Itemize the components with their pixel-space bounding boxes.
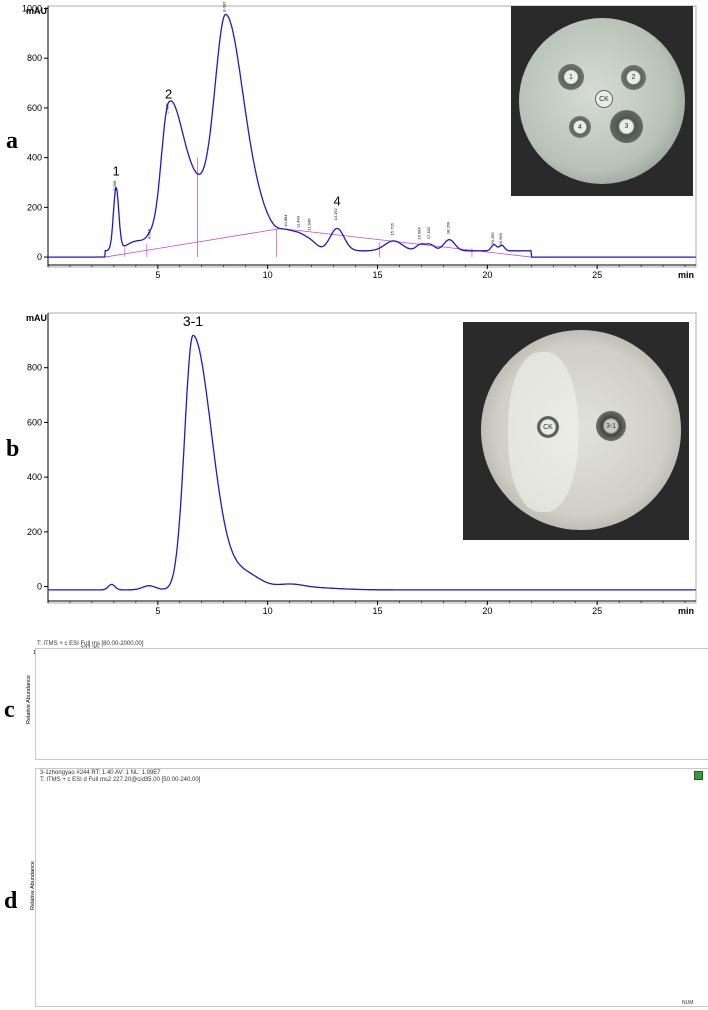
retention-time-label: 18.269 — [445, 221, 450, 234]
y-tick-label: 800 — [27, 363, 42, 373]
x-tick-label: 15 — [372, 606, 382, 616]
ms-frame-c — [35, 648, 708, 760]
petri-dish-photo-b: CK 3-1 — [463, 322, 689, 540]
x-tick-label: 5 — [155, 270, 160, 280]
inhibition-zone-1: 1 — [558, 64, 584, 90]
well-label: 2 — [631, 74, 636, 81]
well-label: 3-1 — [605, 422, 617, 430]
x-tick-label: 20 — [482, 606, 492, 616]
well-label: CK — [599, 95, 609, 103]
inhibition-zone-4: 4 — [569, 116, 591, 138]
chromatogram-trace — [48, 13, 696, 258]
retention-time-label: 11.946 — [306, 218, 311, 231]
x-tick-label: 10 — [263, 270, 273, 280]
petri-dish-photo-a: 1 2 CK 4 3 — [511, 6, 693, 196]
y-tick-label: 600 — [27, 103, 42, 113]
well-label: 4 — [578, 123, 582, 131]
ms-header-d2: T: ITMS + c ESI d Full ms2 227.20@cid35.… — [40, 777, 201, 783]
y-tick-label: 400 — [27, 153, 42, 163]
y-tick-label: 0 — [37, 252, 42, 262]
retention-time-label: 20.659 — [498, 232, 503, 245]
x-tick-label: 25 — [592, 606, 602, 616]
y-tick-label: 600 — [27, 417, 42, 427]
well-label: CK — [543, 423, 553, 431]
peak-label-3-1: 3-1 — [183, 313, 203, 329]
panel-label-a: a — [6, 128, 18, 154]
retention-time-label: 10.884 — [283, 214, 288, 227]
x-tick-label: 5 — [155, 606, 160, 616]
retention-time-label: 3.098 — [112, 180, 117, 191]
inhibition-zone-2: 2 — [621, 65, 646, 90]
retention-time-label: 15.726 — [390, 222, 395, 235]
peak-number-label: 4 — [333, 194, 340, 209]
y-tick-label: 200 — [27, 202, 42, 212]
x-tick-label: 20 — [482, 270, 492, 280]
retention-time-label: 11.443 — [295, 215, 300, 228]
panel-label-d: d — [4, 888, 18, 914]
chromatogram-trace — [48, 334, 696, 591]
chromatogram-a: 5 10 15 20 2502004006008001000mAUmin3.09814.… — [22, 1, 697, 280]
y-axis-label: Relative Abundance — [26, 675, 32, 724]
status-num: NUM — [682, 1000, 694, 1006]
peak-number-label: 2 — [165, 87, 172, 102]
x-tick-label: 10 — [263, 606, 273, 616]
y-tick-label: 1000 — [22, 3, 42, 13]
status-icon[interactable] — [694, 771, 703, 780]
y-axis-label: mAU — [26, 313, 47, 323]
inhibition-zone-ck: CK — [595, 90, 613, 108]
integration-baseline — [105, 228, 532, 258]
well-label: 1 — [569, 73, 573, 81]
x-tick-label: 15 — [372, 270, 382, 280]
y-tick-label: 800 — [27, 53, 42, 63]
retention-time-label: 20.296 — [490, 232, 495, 245]
well-label: 3 — [624, 123, 629, 130]
x-axis-label: min — [678, 270, 694, 280]
y-axis-label: mAU — [26, 6, 47, 16]
peak-number-label: 1 — [112, 164, 119, 179]
y-tick-label: 200 — [27, 527, 42, 537]
ms-header-c: T: ITMS + c ESI Full ms [80.00-2000.00] — [37, 641, 144, 647]
retention-time-label: 17.402 — [426, 226, 431, 239]
chromatogram-b: 5 10 15 20 25 0 200 400 600 800 mAU min 3-1 — [26, 312, 697, 616]
ms-frame-d — [35, 768, 708, 1007]
inhibition-zone-3: 3 — [610, 110, 643, 143]
ms-header-d1: 3-1zhongyao #244 RT: 1.40 AV: 1 NL: 1.99… — [40, 770, 161, 776]
x-axis-label: min — [678, 606, 694, 616]
panel-label-b: b — [6, 436, 20, 462]
panel-label-c: c — [4, 697, 15, 723]
retention-time-label: 16.964 — [417, 227, 422, 240]
y-tick-label: 0 — [37, 582, 42, 592]
retention-time-label: 8.092 — [222, 1, 227, 12]
inhibition-zone-ck: CK — [537, 416, 559, 438]
retention-time-label: 13.162 — [333, 207, 338, 220]
y-axis-label: Relative Abundance — [30, 861, 36, 910]
y-tick-label: 400 — [27, 472, 42, 482]
inhibition-zone-3-1: 3-1 — [596, 411, 626, 441]
x-tick-label: 25 — [592, 270, 602, 280]
